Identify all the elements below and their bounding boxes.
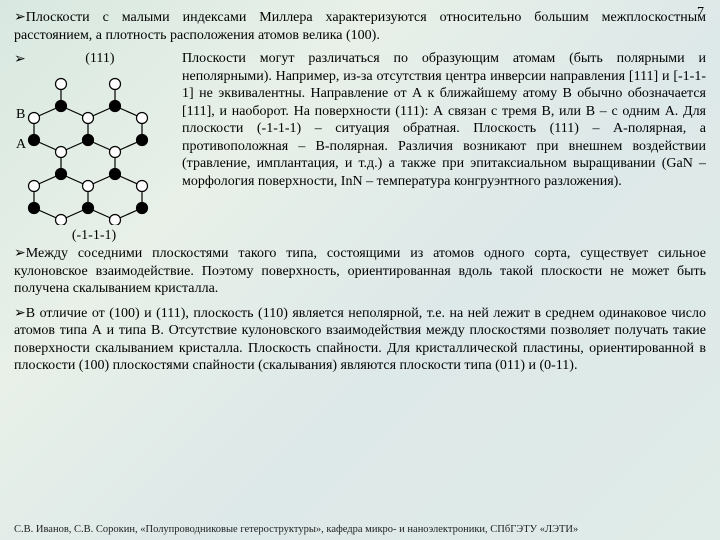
lattice-diagram — [19, 70, 169, 225]
bullet-icon: ➢ — [14, 244, 26, 260]
crystal-figure: ➢ (111) В А (-1-1-1) — [14, 50, 174, 244]
bullet-icon: ➢ — [14, 304, 26, 320]
paragraph-3: ➢Между соседними плоскостями такого типа… — [14, 244, 706, 298]
figure-label-b: В — [16, 106, 25, 124]
paragraph-4: ➢В отличие от (100) и (111), плоскость (… — [14, 304, 706, 375]
paragraph-1: ➢Плоскости с малыми индексами Миллера ха… — [14, 8, 706, 44]
footer-citation: С.В. Иванов, С.В. Сорокин, «Полупроводни… — [14, 523, 706, 536]
figure-top-label: (111) — [14, 50, 174, 68]
page-number: 7 — [697, 4, 704, 22]
paragraph-1-text: Плоскости с малыми индексами Миллера хар… — [14, 10, 706, 43]
paragraph-3-text: Между соседними плоскостями такого типа,… — [14, 246, 706, 296]
bullet-icon: ➢ — [14, 50, 26, 68]
figure-bottom-label: (-1-1-1) — [14, 227, 174, 245]
paragraph-4-text: В отличие от (100) и (111), плоскость (1… — [14, 306, 706, 374]
bullet-icon: ➢ — [14, 8, 26, 24]
figure-label-a: А — [16, 136, 26, 154]
